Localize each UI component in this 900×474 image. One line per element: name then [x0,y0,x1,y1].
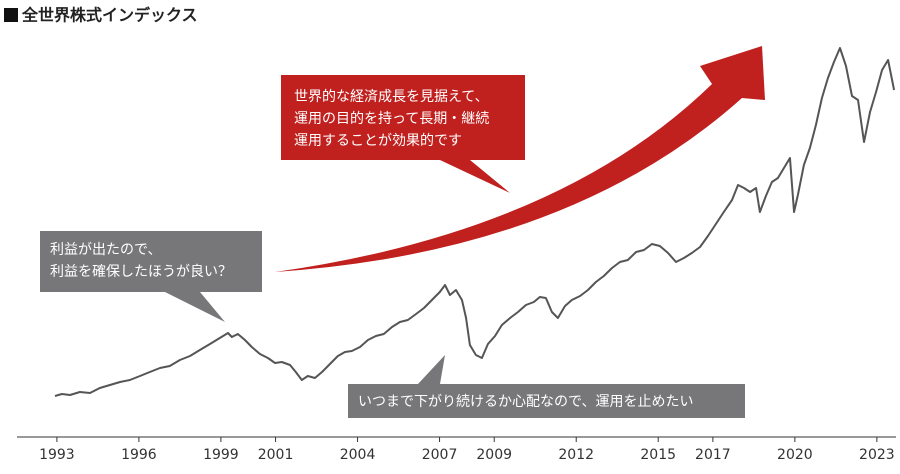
annotation-text: 利益が出たので、 [50,242,161,258]
callout-gray [40,231,262,322]
chart-title: 全世界株式インデックス [21,6,198,25]
plot: 1993 1996 1999 2001 2004 2007 2009 2012 2015 2017… [17,47,896,463]
x-tick-label: 2020 [777,447,813,463]
x-tick-label: 2001 [258,447,294,463]
x-tick-label: 2004 [340,447,376,463]
annotation-text: 運用することが効果的です [294,133,462,149]
x-tick-label: 2009 [476,447,512,463]
x-tick-label: 1999 [203,447,239,463]
x-tick-label: 2012 [558,447,594,463]
annotation-text: いつまで下がり続けるか心配なので、運用を止めたい [358,393,693,410]
trend-arrow [275,46,765,272]
callout-red [281,75,525,193]
x-tick-label: 1993 [39,447,75,463]
annotation-text: 世界的な経済成長を見据えて、 [294,89,489,105]
x-tick-label: 2023 [859,447,895,463]
x-tick-label: 2007 [422,447,458,463]
annotation-text: 利益を確保したほうが良い？ [50,264,232,280]
x-tick-label: 2017 [695,447,731,463]
annotation-text: 運用の目的を持って長期・継続 [294,110,489,127]
title-marker [4,8,18,22]
index-line [54,47,896,397]
x-tick-label: 1996 [121,447,157,463]
callout-gray [348,355,745,418]
annotations: 世界的な経済成長を見据えて、運用の目的を持って長期・継続運用することが効果的です… [50,89,693,410]
x-tick-label: 2015 [640,447,676,463]
